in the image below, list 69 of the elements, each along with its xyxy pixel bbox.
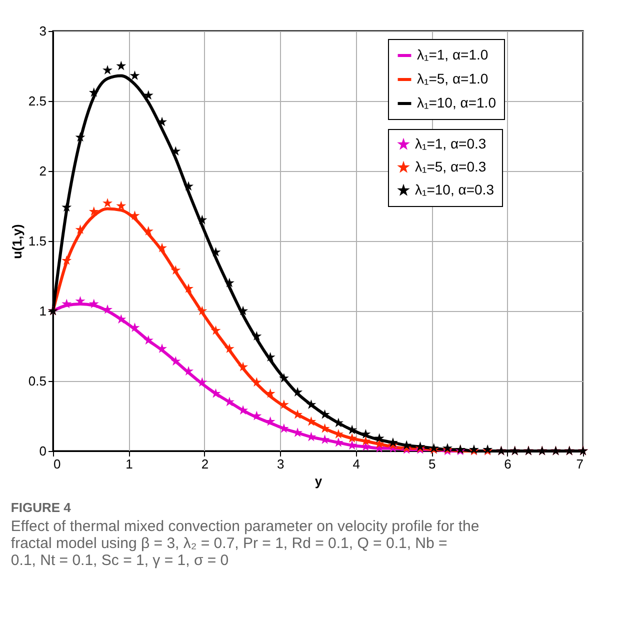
text: Effect of thermal mixed convection parameter on velocity profile for the fractal model using β = 3, λ₂ = 0.7, Pr = 1, Rd = 0.1, Q = 0.1, Nb = 0.1, Nt = 0.1, Sc = 1, γ = 1, σ = 0 [10,518,480,569]
point [102,64,112,74]
point [197,214,208,224]
legend-label: λ₁=5, α=1.0 [417,70,488,86]
point [252,330,262,340]
point [238,306,248,316]
y-tick-label: 0 [39,444,46,458]
y-tick-label: 2 [39,164,46,178]
point [130,70,140,80]
point [265,352,276,362]
point [170,356,181,366]
point [116,200,126,210]
caption: FIGURE 4 [10,500,72,515]
y-axis-title: u(1,y) [9,224,24,259]
x-tick-label: 2 [201,456,209,472]
point [320,409,330,419]
point [184,283,194,293]
point [374,433,384,443]
point [210,388,221,398]
point [184,181,194,191]
x-tick-label: 7 [576,456,584,472]
x-tick-label: 3 [277,456,284,472]
point [62,202,72,212]
point [170,265,181,275]
x-tick-label: 6 [504,456,512,472]
point [224,396,234,406]
point [102,198,112,208]
point [360,428,371,438]
legend-label: λ₁=1, α=1.0 [417,46,488,62]
point [143,90,154,100]
y-tick-label: 1 [39,304,46,318]
point [238,362,248,372]
point [116,60,126,70]
x-tick-label: 1 [126,456,133,472]
y-tick-label: 1.5 [28,234,46,248]
point [75,224,86,234]
point [224,344,234,354]
point [333,418,344,428]
point [252,377,262,387]
legend-label: λ₁=10, α=1.0 [417,94,496,110]
point [88,206,99,216]
legend-label: λ₁=10, α=0.3 [415,182,494,198]
point [62,298,72,308]
x-tick-label: 5 [428,456,436,472]
legend-label: λ₁=5, α=0.3 [415,158,486,174]
x-tick-label: 4 [352,456,360,472]
point [292,386,303,396]
point [210,246,221,256]
y-tick-label: 3 [39,24,46,38]
point [88,298,99,308]
x-axis-title: y [314,474,323,488]
point [116,314,126,324]
point [75,132,86,142]
point [88,87,99,97]
y-tick-label: 2.5 [28,94,46,108]
legend-label: λ₁=1, α=0.3 [415,136,486,152]
point [292,409,303,419]
point [252,410,262,420]
point [143,335,154,345]
point [102,304,112,314]
x-tick-label: 0 [54,456,61,472]
point [197,306,208,316]
point [306,400,316,410]
point [224,278,234,288]
point [278,372,289,382]
point [238,405,248,415]
y-tick-label: 0.5 [28,374,46,388]
point [62,255,72,265]
point [210,325,221,335]
